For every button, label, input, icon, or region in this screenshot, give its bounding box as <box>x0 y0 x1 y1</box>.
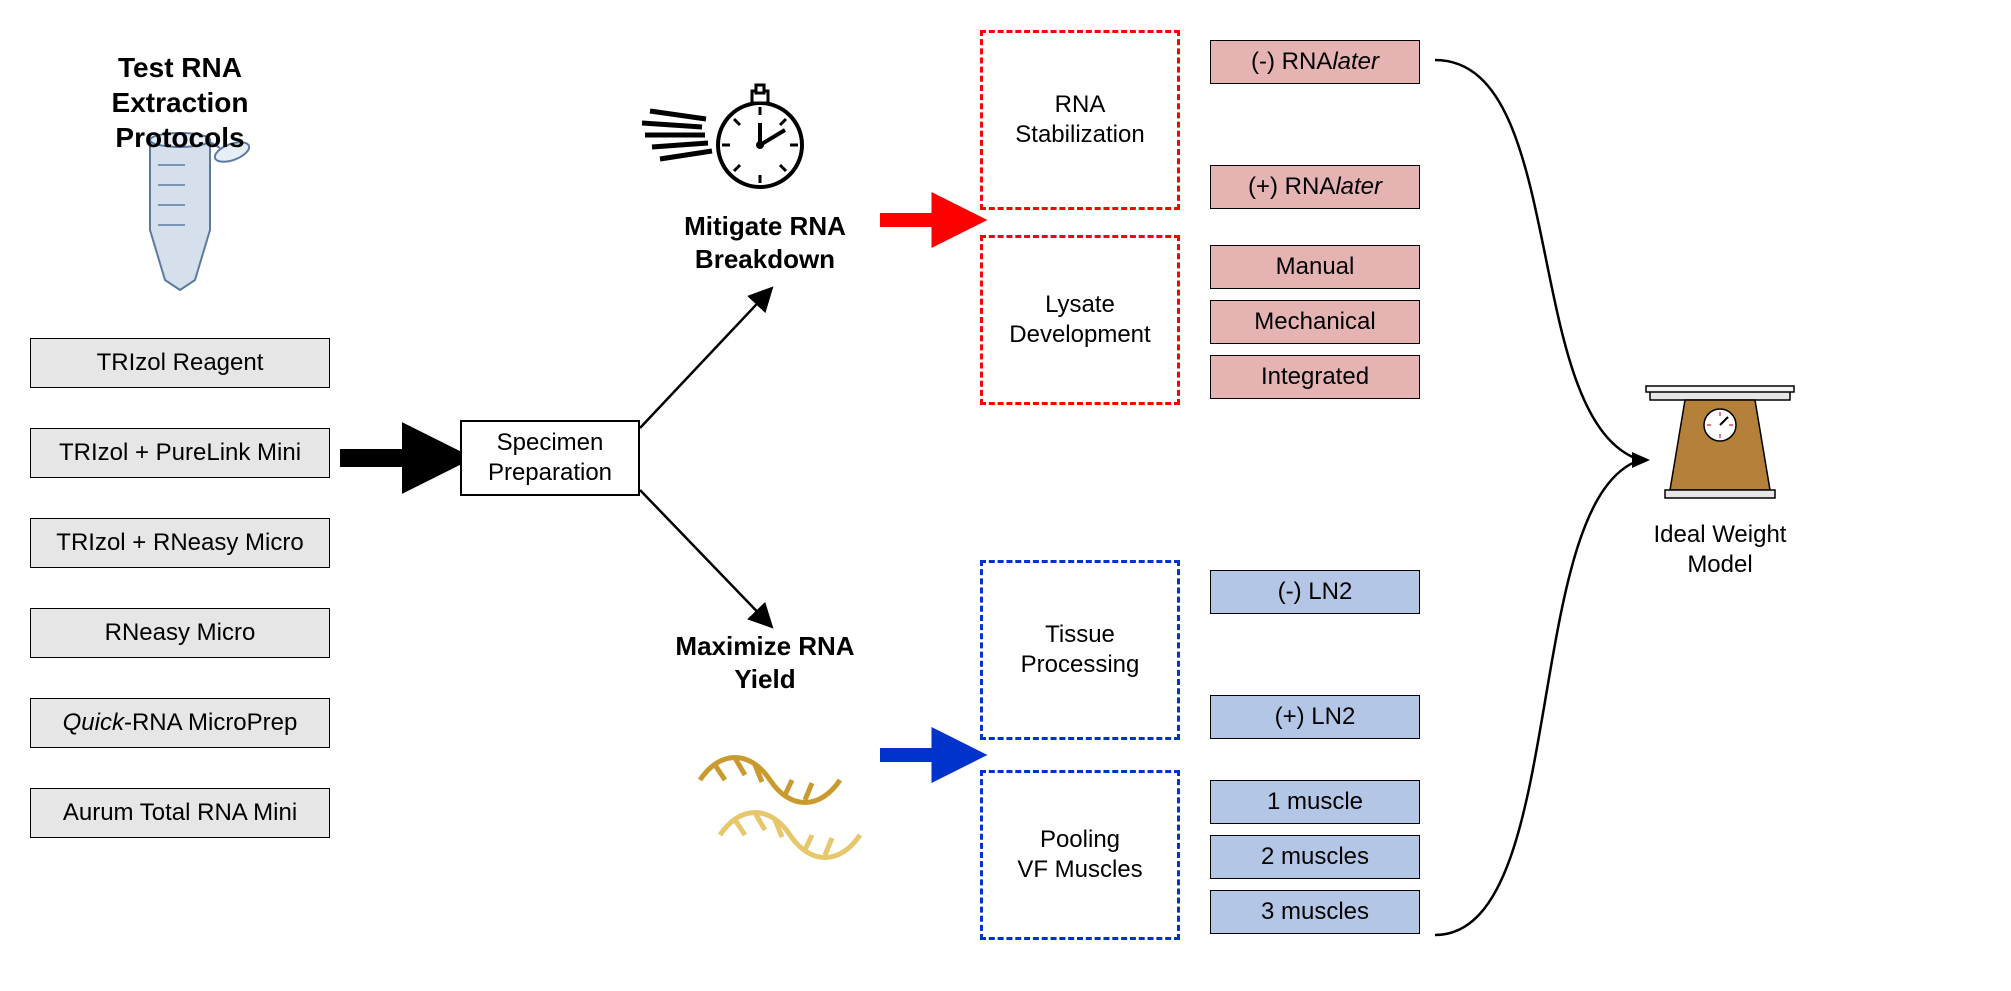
opt-rnalater-neg: (-) RNAlater <box>1210 40 1420 84</box>
protocol-box-1: TRIzol + PureLink Mini <box>30 428 330 478</box>
maximize-l2: Yield <box>734 664 795 694</box>
opt-integrated: Integrated <box>1210 355 1420 399</box>
mitigate-l2: Breakdown <box>695 244 835 274</box>
protocol-4-prefix: Quick <box>63 709 124 736</box>
opt-3-muscles-label: 3 muscles <box>1261 898 1369 926</box>
brace-curve <box>1435 60 1640 935</box>
protocol-4-suffix: -RNA MicroPrep <box>124 709 297 736</box>
protocol-box-5: Aurum Total RNA Mini <box>30 788 330 838</box>
extraction-protocols-title: Test RNA Extraction Protocols <box>60 50 300 155</box>
stopwatch-icon <box>642 85 802 187</box>
opt-manual-label: Manual <box>1276 253 1355 281</box>
protocol-box-3: RNeasy Micro <box>30 608 330 658</box>
arrow-specimen-to-mitigate <box>640 290 770 428</box>
lysate-l2: Development <box>1009 321 1150 348</box>
arrow-specimen-to-maximize <box>640 490 770 625</box>
opt-1-muscle-label: 1 muscle <box>1267 788 1363 816</box>
lysate-l1: Lysate <box>1045 291 1115 318</box>
specimen-l2: Preparation <box>488 459 612 486</box>
opt-ln2-pos: (+) LN2 <box>1210 695 1420 739</box>
mitigate-l1: Mitigate RNA <box>684 211 846 241</box>
opt-integrated-label: Integrated <box>1261 363 1369 391</box>
tissue-l1: Tissue <box>1045 621 1115 648</box>
pooling-l1: Pooling <box>1040 826 1120 853</box>
opt-1-muscle: 1 muscle <box>1210 780 1420 824</box>
protocol-box-4: Quick-RNA MicroPrep <box>30 698 330 748</box>
rna-icon <box>700 758 860 858</box>
group-tissue-processing: Tissue Processing <box>980 560 1180 740</box>
mitigate-heading: Mitigate RNA Breakdown <box>650 210 880 275</box>
opt-3-muscles: 3 muscles <box>1210 890 1420 934</box>
opt-mechanical-label: Mechanical <box>1254 308 1375 336</box>
brace-arrowhead <box>1632 452 1650 468</box>
opt-manual: Manual <box>1210 245 1420 289</box>
group-pooling-vf: Pooling VF Muscles <box>980 770 1180 940</box>
rnalater-neg-prefix: (-) RNA <box>1251 48 1332 75</box>
rnalater-neg-suffix: later <box>1332 48 1379 75</box>
specimen-l1: Specimen <box>497 429 604 456</box>
protocol-label-2: TRIzol + RNeasy Micro <box>56 529 303 557</box>
opt-ln2-pos-label: (+) LN2 <box>1275 703 1356 731</box>
opt-2-muscles: 2 muscles <box>1210 835 1420 879</box>
group-lysate-development: Lysate Development <box>980 235 1180 405</box>
rna-stab-l2: Stabilization <box>1015 121 1144 148</box>
extraction-title-line1: Test RNA <box>118 52 242 83</box>
scale-icon <box>1646 386 1794 498</box>
rnalater-pos-suffix: later <box>1335 173 1382 200</box>
opt-ln2-neg: (-) LN2 <box>1210 570 1420 614</box>
group-rna-stabilization: RNA Stabilization <box>980 30 1180 210</box>
rna-stab-l1: RNA <box>1055 91 1106 118</box>
ideal-weight-l1: Ideal Weight <box>1654 521 1787 548</box>
protocol-label-0: TRIzol Reagent <box>97 349 264 377</box>
maximize-l1: Maximize RNA <box>675 631 854 661</box>
pooling-l2: VF Muscles <box>1017 856 1142 883</box>
protocol-box-0: TRIzol Reagent <box>30 338 330 388</box>
protocol-label-5: Aurum Total RNA Mini <box>63 799 297 827</box>
opt-2-muscles-label: 2 muscles <box>1261 843 1369 871</box>
ideal-weight-label: Ideal Weight Model <box>1640 520 1800 580</box>
protocol-label-3: RNeasy Micro <box>105 619 256 647</box>
rnalater-pos-prefix: (+) RNA <box>1248 173 1335 200</box>
opt-ln2-neg-label: (-) LN2 <box>1278 578 1353 606</box>
protocol-label-1: TRIzol + PureLink Mini <box>59 439 301 467</box>
tissue-l2: Processing <box>1021 651 1140 678</box>
ideal-weight-l2: Model <box>1687 551 1752 578</box>
opt-rnalater-pos: (+) RNAlater <box>1210 165 1420 209</box>
specimen-preparation-box: Specimen Preparation <box>460 420 640 496</box>
maximize-heading: Maximize RNA Yield <box>650 630 880 695</box>
protocol-box-2: TRIzol + RNeasy Micro <box>30 518 330 568</box>
tube-icon <box>150 133 252 290</box>
opt-mechanical: Mechanical <box>1210 300 1420 344</box>
extraction-title-line2: Extraction Protocols <box>112 87 249 153</box>
